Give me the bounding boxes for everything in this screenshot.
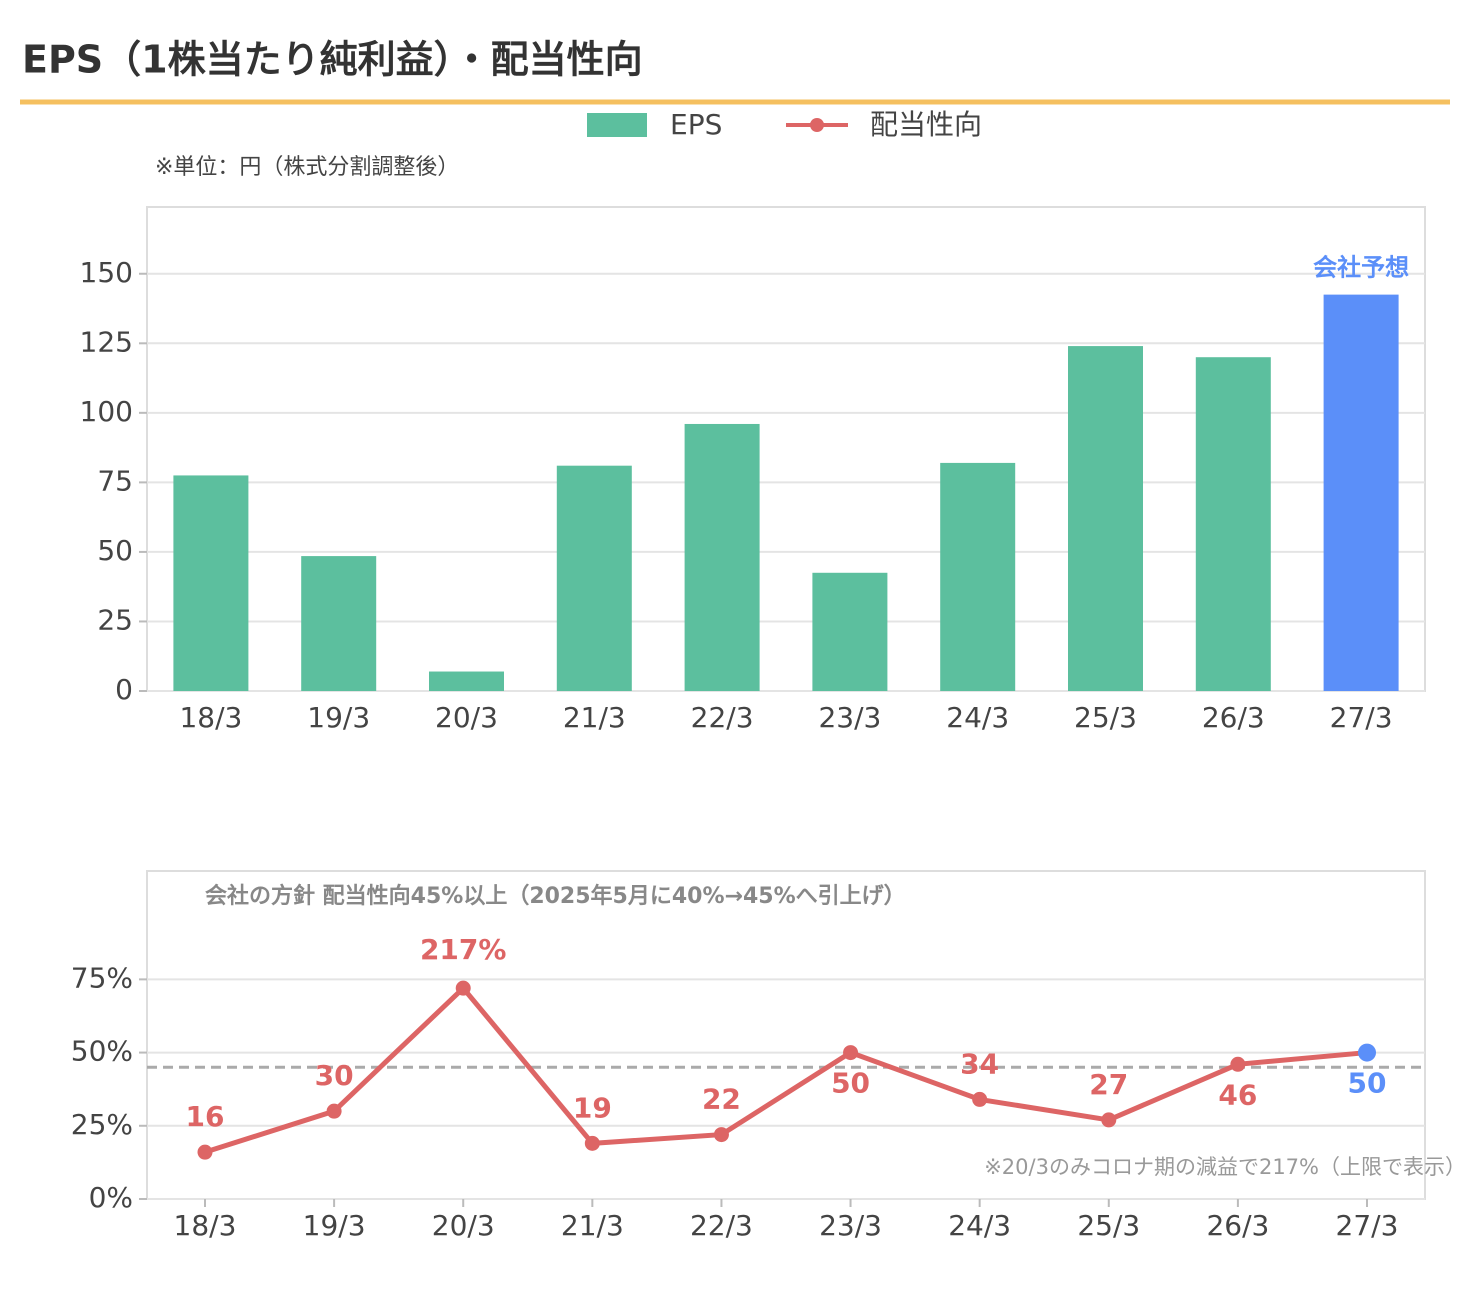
data-label: 46 xyxy=(1218,1078,1257,1111)
y-tick-label: 50 xyxy=(97,534,133,567)
legend-label: 配当性向 xyxy=(870,108,982,141)
x-tick-label: 19/3 xyxy=(307,701,370,734)
bar xyxy=(429,671,504,691)
data-label: 34 xyxy=(960,1047,999,1080)
page-title: EPS（1株当たり純利益）・配当性向 xyxy=(22,38,643,82)
point xyxy=(326,1103,342,1119)
x-tick-label: 26/3 xyxy=(1206,1209,1269,1242)
x-tick-label: 27/3 xyxy=(1330,701,1393,734)
data-label: 30 xyxy=(315,1059,354,1092)
y-tick-label: 25 xyxy=(97,603,133,636)
bar xyxy=(940,462,1016,691)
point xyxy=(197,1144,213,1160)
x-tick-label: 20/3 xyxy=(435,701,498,734)
data-label: 27 xyxy=(1089,1068,1128,1101)
x-tick-label: 18/3 xyxy=(174,1209,237,1242)
y-tick-label: 0% xyxy=(89,1181,133,1214)
x-tick-label: 23/3 xyxy=(819,1209,882,1242)
x-tick-label: 25/3 xyxy=(1077,1209,1140,1242)
x-tick-label: 24/3 xyxy=(948,1209,1011,1242)
point xyxy=(1230,1056,1246,1072)
point xyxy=(1101,1112,1117,1128)
bar xyxy=(812,572,888,691)
x-tick-label: 18/3 xyxy=(179,701,242,734)
policy-annotation: 会社の方針 配当性向45%以上（2025年5月に40%→45%へ引上げ） xyxy=(205,883,906,909)
bar xyxy=(1195,357,1271,691)
forecast-annotation: 会社予想 xyxy=(1313,254,1409,282)
data-label: 19 xyxy=(573,1091,612,1124)
legend-swatch xyxy=(587,113,647,137)
x-tick-label: 24/3 xyxy=(946,701,1009,734)
bar xyxy=(684,423,760,691)
y-tick-label: 25% xyxy=(71,1108,133,1141)
x-tick-label: 25/3 xyxy=(1074,701,1137,734)
x-tick-label: 20/3 xyxy=(432,1209,495,1242)
point xyxy=(843,1045,859,1061)
legend-marker xyxy=(810,118,824,132)
x-tick-label: 21/3 xyxy=(563,701,626,734)
y-tick-label: 75% xyxy=(71,961,133,994)
y-tick-label: 75 xyxy=(97,464,133,497)
x-tick-label: 22/3 xyxy=(691,701,754,734)
bar xyxy=(1323,294,1399,691)
data-label: 22 xyxy=(702,1083,741,1116)
point xyxy=(713,1127,729,1143)
y-tick-label: 150 xyxy=(80,256,133,289)
bar xyxy=(1068,346,1143,691)
point xyxy=(972,1091,988,1107)
point xyxy=(1358,1043,1376,1062)
x-tick-label: 22/3 xyxy=(690,1209,753,1242)
data-label: 16 xyxy=(186,1100,225,1133)
x-tick-label: 23/3 xyxy=(818,701,881,734)
point xyxy=(455,980,471,996)
x-tick-label: 19/3 xyxy=(303,1209,366,1242)
y-tick-label: 0 xyxy=(115,673,133,706)
bar xyxy=(301,556,377,691)
y-tick-label: 50% xyxy=(71,1035,133,1068)
y-tick-label: 100 xyxy=(80,395,133,428)
y-tick-label: 125 xyxy=(80,325,133,358)
bar xyxy=(173,475,249,691)
x-tick-label: 21/3 xyxy=(561,1209,624,1242)
x-tick-label: 26/3 xyxy=(1202,701,1265,734)
cap-note: ※20/3のみコロナ期の減益で217%（上限で表示） xyxy=(984,1155,1466,1179)
x-tick-label: 27/3 xyxy=(1336,1209,1399,1242)
data-label: 50 xyxy=(831,1067,870,1100)
data-label: 50 xyxy=(1348,1067,1387,1100)
unit-note: ※単位：円（株式分割調整後） xyxy=(155,155,459,180)
payout-line xyxy=(204,984,1368,1155)
bar xyxy=(556,465,632,691)
point xyxy=(584,1135,600,1151)
legend-label: EPS xyxy=(670,108,722,141)
data-label: 217% xyxy=(420,933,507,966)
plot-frame xyxy=(146,870,1426,1200)
